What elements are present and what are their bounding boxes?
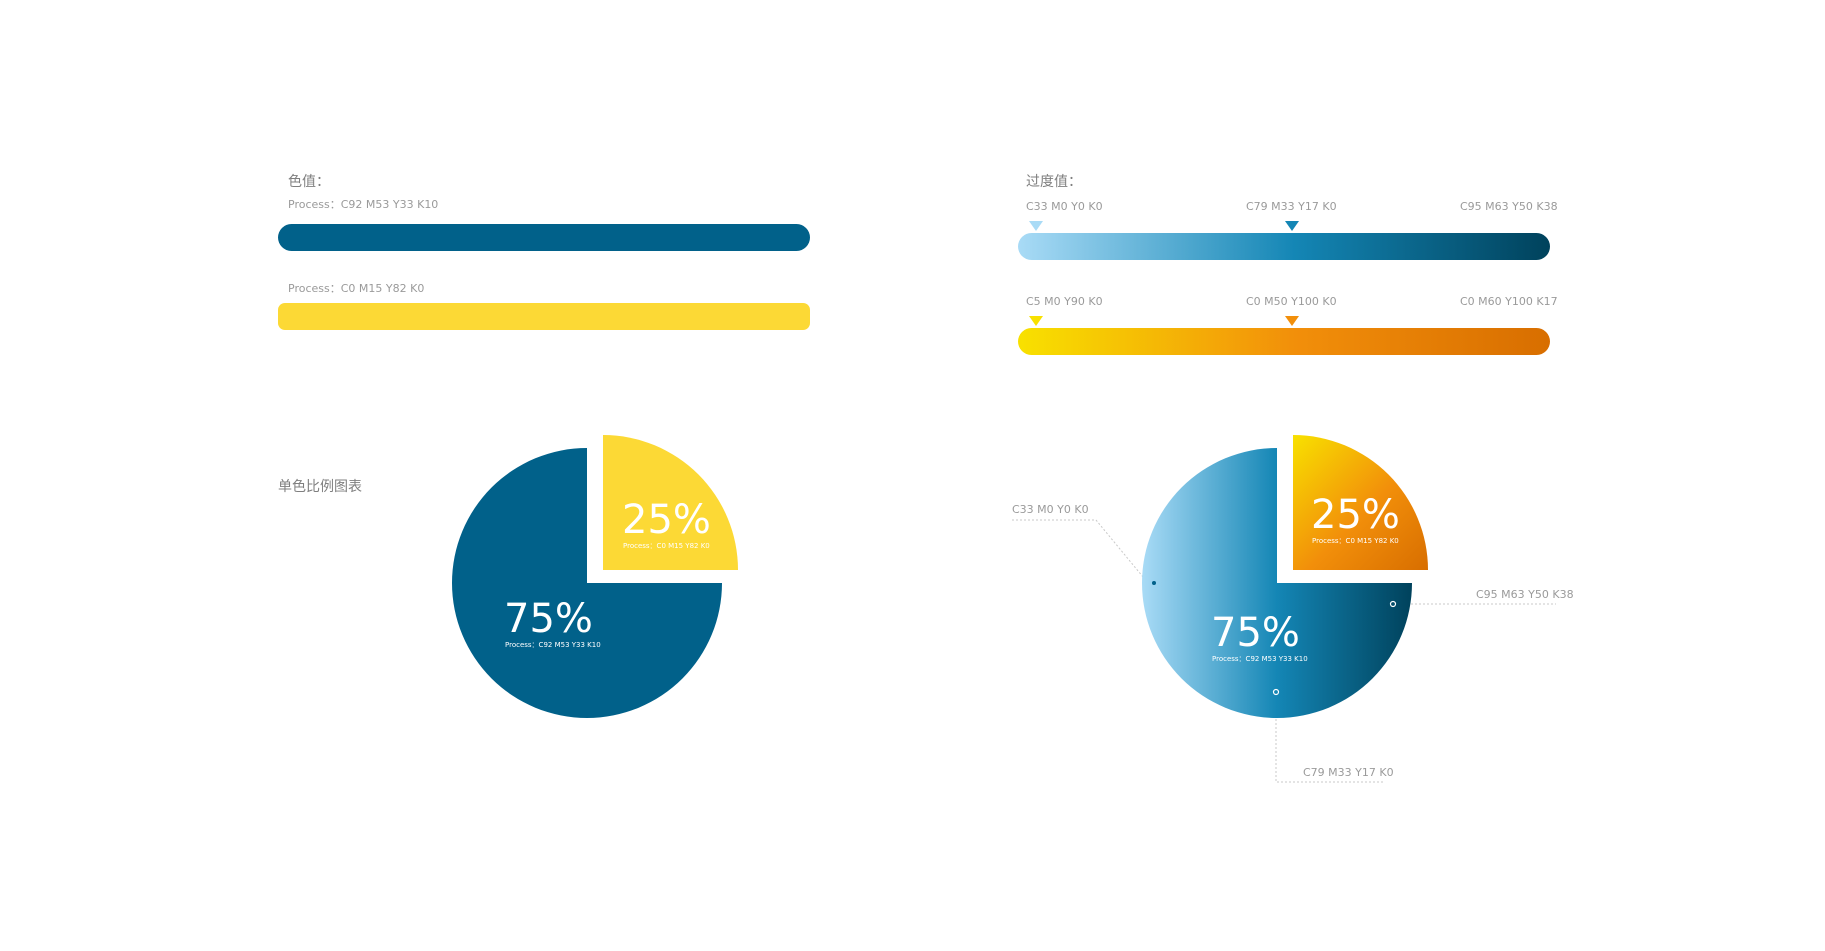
pie-slice-75-sublabel: Process：C92 M53 Y33 K10 (505, 641, 601, 649)
annotation-leader-left (1012, 519, 1149, 584)
blue-gradient-bar (1018, 233, 1550, 260)
gradient-pie-chart: 25% Process：C0 M15 Y82 K0 75% Process：C9… (1012, 435, 1574, 783)
pie-slice-25-label: 25% (622, 497, 711, 543)
pie-slice-75-gradient (1142, 448, 1412, 718)
yellow-color-bar (278, 303, 810, 330)
grad-pie-slice-75-sublabel: Process：C92 M53 Y33 K10 (1212, 655, 1308, 663)
annotation-point-bottom (1272, 688, 1280, 696)
grad-blue-stop-1-label: C33 M0 Y0 K0 (1026, 200, 1103, 213)
solid-panel-title: 色值： (288, 174, 330, 190)
annotation-label-left: C33 M0 Y0 K0 (1012, 503, 1089, 516)
pie-slice-25 (603, 435, 738, 570)
annotation-point-right (1389, 600, 1397, 608)
yellow-gradient-bar (1018, 328, 1550, 355)
pie-slice-25-sublabel: Process：C0 M15 Y82 K0 (623, 542, 710, 550)
annotation-leader-bottom (1275, 695, 1384, 783)
pie-slice-25-gradient (1293, 435, 1428, 570)
annotation-point-left (1152, 581, 1156, 585)
blue-bar-label: Process：C92 M53 Y33 K10 (288, 198, 439, 211)
annotation-label-right: C95 M63 Y50 K38 (1476, 588, 1574, 601)
annotation-label-bottom: C79 M33 Y17 K0 (1303, 766, 1394, 779)
grad-pie-slice-25-label: 25% (1311, 492, 1400, 538)
grad-blue-stop-1-marker (1029, 221, 1043, 231)
solid-pie-chart: 25% Process：C0 M15 Y82 K0 75% Process：C9… (452, 435, 738, 718)
blue-color-bar (278, 224, 810, 251)
solid-pie-title: 单色比例图表 (278, 479, 362, 495)
grad-yellow-stop-1-label: C5 M0 Y90 K0 (1026, 295, 1103, 308)
grad-yellow-stop-1-marker (1029, 316, 1043, 326)
grad-pie-slice-75-label: 75% (1211, 610, 1300, 656)
pie-slice-75-label: 75% (504, 596, 593, 642)
yellow-bar-label: Process：C0 M15 Y82 K0 (288, 282, 425, 295)
grad-blue-stop-3-label: C95 M63 Y50 K38 (1460, 200, 1558, 213)
grad-blue-stop-2-label: C79 M33 Y17 K0 (1246, 200, 1337, 213)
grad-yellow-stop-2-marker (1285, 316, 1299, 326)
grad-blue-stop-2-marker (1285, 221, 1299, 231)
grad-yellow-stop-2-label: C0 M50 Y100 K0 (1246, 295, 1337, 308)
grad-pie-slice-25-sublabel: Process：C0 M15 Y82 K0 (1312, 537, 1399, 545)
grad-yellow-stop-3-label: C0 M60 Y100 K17 (1460, 295, 1558, 308)
pie-slice-75 (452, 448, 722, 718)
gradient-panel-title: 过度值： (1026, 174, 1082, 190)
